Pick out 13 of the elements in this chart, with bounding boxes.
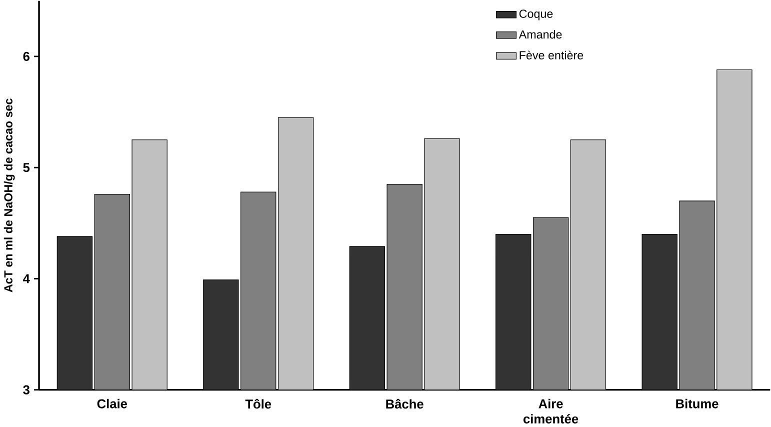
x-tick-label: Bitume — [676, 398, 718, 408]
legend-label: Fève entière — [520, 50, 584, 60]
x-tick-label: Claie — [97, 398, 128, 408]
y-tick-label: 5 — [23, 162, 30, 172]
x-tick-label: Bâche — [386, 398, 424, 408]
x-tick-label: Tôle — [245, 398, 272, 408]
y-axis-title: AcT en ml de NaOH/g de cacao sec — [4, 98, 15, 292]
y-tick-label: 3 — [23, 385, 30, 394]
legend-label: Amande — [518, 30, 562, 38]
y-tick-label: 4 — [23, 274, 30, 283]
x-tick-label: Aire cimentée — [524, 398, 578, 424]
y-tick-label: 6 — [23, 52, 30, 61]
legend-label: Coque — [519, 9, 553, 20]
